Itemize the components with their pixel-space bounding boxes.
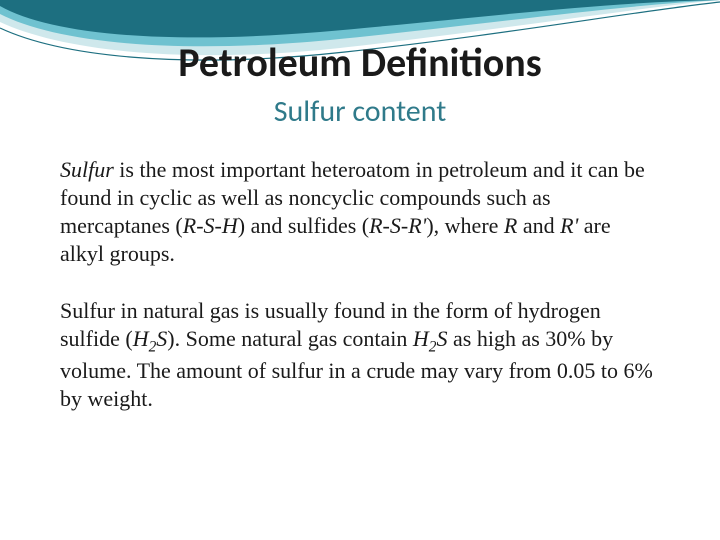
p2-s1: S [156, 326, 167, 351]
p2-s2: S [437, 326, 448, 351]
p2-sub2: 2 [429, 338, 437, 355]
paragraph-2: Sulfur in natural gas is usually found i… [60, 297, 660, 414]
p2-h1: H [133, 326, 149, 351]
p1-r: R [504, 213, 517, 238]
slide-subtitle: Sulfur content [0, 93, 720, 130]
slide-title: Petroleum Definitions [0, 38, 720, 87]
p1-rprime: R' [560, 213, 578, 238]
p1-sulfur: Sulfur [60, 157, 114, 182]
paragraph-1: Sulfur is the most important heteroatom … [60, 156, 660, 269]
p2-t5: ). Some natural gas contain [167, 326, 413, 351]
p1-t8: and [517, 213, 560, 238]
p1-rsh: R-S-H [183, 213, 238, 238]
slide-content: Petroleum Definitions Sulfur content Sul… [0, 0, 720, 413]
p1-t4: ) and sulfides ( [238, 213, 369, 238]
p1-t6: ), where [426, 213, 504, 238]
p1-rsr: R-S-R' [369, 213, 426, 238]
p2-h2: H [413, 326, 429, 351]
